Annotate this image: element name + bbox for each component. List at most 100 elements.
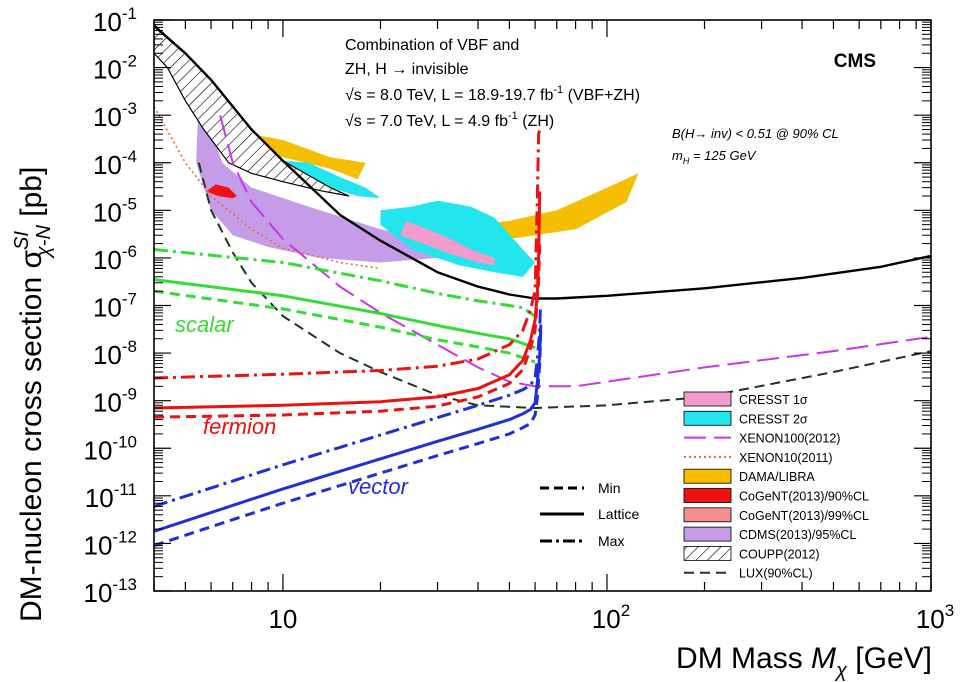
curve-vector-max: [154, 307, 542, 508]
style-legend-max-label: Max: [598, 533, 624, 549]
annotation-energy-7tev-post: (ZH): [518, 113, 554, 130]
curve-lux: [197, 162, 931, 409]
region-cogent: [206, 184, 237, 199]
y-tick-label: 10-4: [93, 147, 137, 180]
legend-label: DAMA/LIBRA: [739, 470, 815, 484]
y-axis-title-sup: SI: [11, 231, 33, 250]
legend-entry: DAMA/LIBRA: [683, 468, 815, 484]
legend-entry: XENON10(2011): [684, 451, 833, 465]
y-tick-label: 10-5: [93, 194, 137, 227]
y-tick-label: 10-12: [84, 527, 138, 560]
x-tick-label: 102: [592, 601, 630, 634]
x-tick-labels: 10 102 103: [268, 601, 954, 634]
label-scalar: scalar: [175, 312, 235, 337]
region-cresst2_b: [380, 200, 536, 277]
annotation-combination-2-pre: ZH, H: [345, 61, 391, 78]
annotation-combination-2-post: invisible: [407, 61, 468, 78]
x-tick-label: 103: [916, 601, 954, 634]
annotation-energy-8tev: √s = 8.0 TeV, L = 18.9-19.7 fb-1 (VBF+ZH…: [345, 84, 640, 104]
annotation-higgs-mass-pre: m: [672, 148, 683, 163]
sqrt-symbol: √: [345, 113, 354, 130]
annotation-combination-1: Combination of VBF and: [345, 37, 519, 54]
legend-swatch: [683, 526, 732, 542]
plot-frame: [153, 19, 932, 592]
legend-entry: CoGeNT(2013)/99%CL: [683, 507, 869, 523]
legend-entry: COUPP(2012): [683, 546, 820, 561]
legend-entry: CoGeNT(2013)/90%CL: [683, 488, 869, 504]
legend-label: CRESST 2σ: [739, 412, 808, 426]
curve-fermion-max: [154, 129, 542, 380]
annotation-energy-7tev-sup: -1: [508, 110, 518, 122]
curve-vector-lattice: [154, 324, 543, 533]
legend-entry: CDMS(2013)/95%CL: [683, 526, 856, 542]
style-legend: Min Lattice Max: [540, 480, 639, 549]
legend: CRESST 1σ CRESST 2σ XENON100(2012) XENON10(…: [683, 391, 869, 581]
annotation-branching-ratio: B(H→ inv) < 0.51 @ 90% CL: [672, 126, 839, 141]
label-fermion: fermion: [203, 414, 276, 439]
curve-scalar-min: [154, 289, 536, 364]
y-tick-label: 10-2: [93, 52, 137, 85]
annotation-energy-7tev-pre: s = 7.0 TeV, L = 4.9 fb: [354, 113, 508, 130]
y-axis-title-post: [pb]: [15, 167, 48, 225]
limit-curves: [154, 24, 931, 548]
y-tick-label: 10-10: [84, 432, 138, 465]
annotation-higgs-mass: mH = 125 GeV: [672, 148, 757, 166]
x-tick-label: 10: [268, 604, 297, 634]
annotation-energy-7tev: √s = 7.0 TeV, L = 4.9 fb-1 (ZH): [345, 110, 554, 130]
cms-label: CMS: [834, 51, 876, 72]
annotation-combination-2: ZH, H → invisible: [345, 61, 469, 78]
legend-swatch: [683, 546, 732, 561]
y-tick-label: 10-7: [93, 290, 137, 323]
curve-fermion-min: [154, 243, 542, 419]
legend-label: CoGeNT(2013)/90%CL: [739, 490, 869, 504]
legend-entry: CRESST 2σ: [683, 410, 808, 426]
y-axis-title-sym: σ: [15, 250, 48, 269]
curve-xenon100: [219, 114, 931, 388]
legend-swatch: [683, 410, 732, 426]
label-vector: vector: [348, 474, 410, 499]
legend-swatch: [683, 468, 732, 484]
legend-swatch: [683, 488, 732, 503]
y-tick-label: 10-13: [84, 575, 138, 608]
style-legend-min-label: Min: [598, 480, 621, 496]
legend-entry: CRESST 1σ: [683, 391, 808, 407]
legend-swatch: [683, 507, 732, 523]
curve-scalar-max: [154, 248, 536, 318]
legend-label: XENON100(2012): [739, 432, 840, 446]
y-axis-title-pre: DM-nucleon cross section: [15, 269, 48, 622]
y-tick-label: 10-9: [93, 385, 137, 418]
legend-label: LUX(90%CL): [739, 567, 813, 581]
annotation-energy-8tev-post: (VBF+ZH): [563, 87, 640, 104]
annotation-higgs-mass-post: = 125 GeV: [689, 148, 756, 163]
region-cresst2_a: [282, 160, 381, 199]
y-tick-label: 10-3: [93, 99, 137, 132]
y-tick-label: 10-1: [93, 4, 137, 37]
x-axis-title-post: [GeV]: [847, 642, 932, 675]
x-axis-title-pre: DM Mass: [676, 642, 811, 675]
legend-label: CRESST 1σ: [739, 393, 808, 407]
style-legend-lattice-label: Lattice: [598, 506, 639, 522]
sqrt-symbol: √: [345, 87, 354, 104]
curve-scalar-lattice: [154, 278, 536, 350]
annotation-higgs-mass-sub: H: [683, 156, 690, 166]
y-axis-title-sub: χ-N: [33, 225, 55, 260]
x-axis-title-sub: χ: [834, 660, 848, 682]
legend-entry: XENON100(2012): [684, 432, 840, 446]
y-tick-label: 10-11: [85, 480, 137, 513]
x-axis-title: DM Mass Mχ [GeV]: [676, 642, 932, 682]
legend-label: XENON10(2011): [739, 451, 833, 465]
annotation-energy-8tev-pre: s = 8.0 TeV, L = 18.9-19.7 fb: [354, 87, 554, 104]
annotation-energy-8tev-sup: -1: [553, 84, 563, 96]
region-cresst1: [400, 220, 495, 266]
legend-entry: LUX(90%CL): [684, 567, 813, 581]
legend-label: CDMS(2013)/95%CL: [739, 528, 856, 542]
y-axis-title: DM-nucleon cross section σSIχ-N [pb]: [11, 167, 55, 622]
y-tick-label: 10-8: [93, 337, 137, 370]
region-cdms: [196, 92, 478, 263]
legend-label: CoGeNT(2013)/99%CL: [739, 509, 869, 523]
arrow-symbol: →: [391, 61, 407, 78]
x-axis-title-var: M: [811, 642, 836, 675]
y-tick-label: 10-6: [93, 242, 137, 275]
axis-ticks: [153, 19, 932, 592]
